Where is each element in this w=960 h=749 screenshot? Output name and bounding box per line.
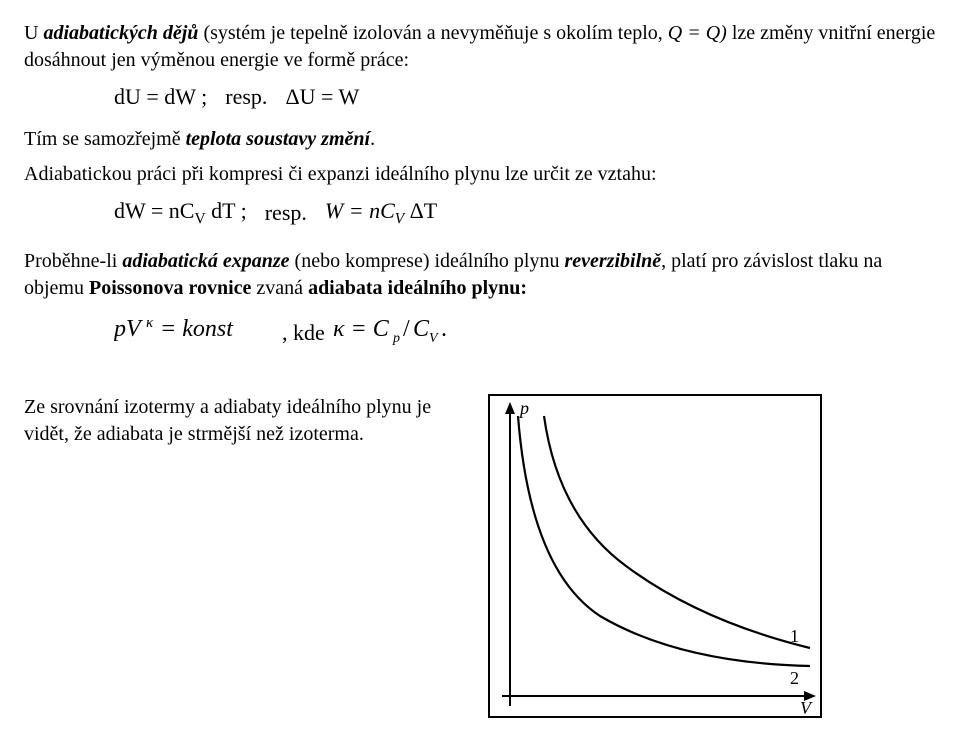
p1-q: Q = Q) (668, 22, 727, 44)
svg-text:p: p (392, 331, 400, 346)
eq1-resp: resp. (225, 82, 267, 112)
paragraph-3: Adiabatickou práci při kompresi či expan… (24, 161, 936, 188)
eq2-rhs-sub: V (395, 210, 404, 227)
svg-text:κ: κ (146, 315, 154, 331)
eq2-rhs: W = nC (325, 198, 395, 223)
pv-graph-svg: p V 1 2 (490, 396, 820, 716)
eq2-lhs-tail: dT ; (206, 198, 247, 223)
equation-1: dU = dW ; resp. ΔU = W (114, 82, 936, 112)
svg-text:2: 2 (790, 668, 799, 688)
eq2-rhs-tail: ΔT (404, 198, 437, 223)
svg-text:p: p (518, 398, 529, 418)
eq2-rhs-wrap: W = nCV ΔT (325, 196, 437, 230)
poisson-kde: , kde (282, 318, 325, 348)
eq2-resp: resp. (265, 198, 307, 228)
poisson-kappa-wrap: κ = C p / C V . (333, 312, 473, 354)
bottom-row: Ze srovnání izotermy a adiabaty ideálníh… (24, 394, 936, 718)
p4-seg2: (nebo komprese) ideálního plynu (290, 250, 565, 272)
svg-text:= konst: = konst (160, 316, 234, 342)
eq1-lhs: dU = dW ; (114, 82, 207, 112)
eq1-rhs: ΔU = W (285, 82, 359, 112)
svg-text:V: V (429, 331, 439, 346)
svg-text:/: / (403, 316, 410, 342)
paragraph-2: Tím se samozřejmě teplota soustavy změní… (24, 126, 936, 153)
p4-seg4: zvaná (251, 277, 308, 299)
p4-adiab2: adiabata ideálního plynu: (308, 277, 527, 299)
p1-seg1: U (24, 22, 43, 44)
p1-adiab: adiabatických dějů (43, 22, 198, 44)
eq2-lhs-sub: V (194, 210, 205, 227)
eq2-lhs: dW = nC (114, 198, 194, 223)
paragraph-5: Ze srovnání izotermy a adiabaty ideálníh… (24, 394, 454, 448)
paragraph-1: U adiabatických dějů (systém je tepelně … (24, 20, 936, 74)
poisson-eq: pV κ = konst (114, 313, 274, 353)
p1-seg2: (systém je tepelně izolován a nevyměňuje… (198, 22, 667, 44)
poisson-equation-row: pV κ = konst , kde κ = C p / C V . (114, 312, 936, 354)
poisson-eq-svg: pV κ = konst (114, 313, 274, 345)
svg-text:pV: pV (114, 316, 143, 342)
p2-seg1: Tím se samozřejmě (24, 128, 186, 150)
svg-text:κ = C: κ = C (333, 316, 390, 342)
eq2-lhs-wrap: dW = nCV dT ; (114, 196, 247, 230)
p2-seg2: . (370, 128, 375, 150)
pv-graph: p V 1 2 (488, 394, 822, 718)
paragraph-4: Proběhne-li adiabatická expanze (nebo ko… (24, 248, 936, 302)
p4-pois: Poissonova rovnice (89, 277, 251, 299)
svg-text:.: . (441, 316, 447, 342)
svg-text:C: C (413, 316, 430, 342)
p2-tepl: teplota soustavy změní (186, 128, 370, 150)
p4-adexp: adiabatická expanze (122, 250, 289, 272)
equation-2: dW = nCV dT ; resp. W = nCV ΔT (114, 196, 936, 230)
p4-seg1: Proběhne-li (24, 250, 122, 272)
poisson-kappa-svg: κ = C p / C V . (333, 312, 473, 346)
p4-rev: reverzibilně (564, 250, 661, 272)
svg-text:V: V (800, 698, 813, 716)
svg-text:1: 1 (790, 626, 799, 646)
